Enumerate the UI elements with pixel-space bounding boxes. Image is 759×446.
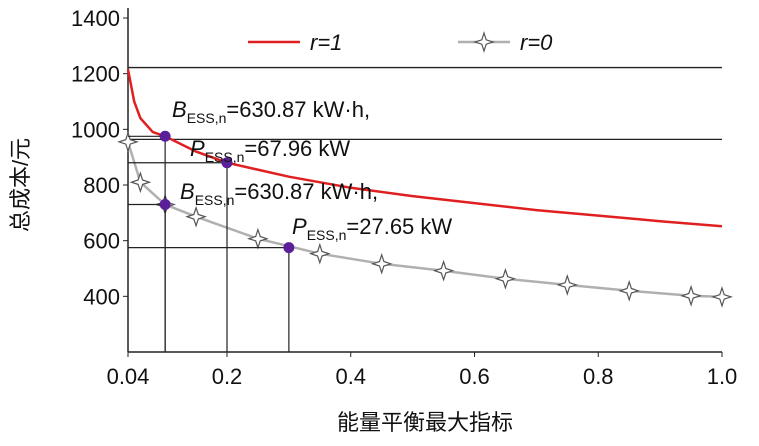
legend-label: r=1: [310, 30, 342, 55]
x-tick-label: 0.04: [107, 364, 150, 389]
series-marker: [129, 171, 152, 194]
x-tick-label: 0.2: [212, 364, 243, 389]
annotation-point: [159, 130, 171, 142]
annotation-label: BESS,n=630.87 kW·h,: [172, 97, 370, 126]
annotation-symbol: B: [172, 97, 187, 122]
annotation-label: BESS,n=630.87 kW·h,: [180, 179, 378, 208]
series-marker: [432, 259, 455, 282]
y-tick-label: 600: [83, 229, 120, 254]
annotation-subscript: ESS,n: [307, 227, 347, 243]
annotation-text: =67.96 kW: [244, 136, 350, 161]
annotation-text: =630.87 kW·h,: [234, 179, 378, 204]
x-tick-label: 0.4: [335, 364, 366, 389]
series-marker: [246, 227, 269, 250]
series-marker: [618, 279, 641, 302]
annotation-subscript: ESS,n: [205, 149, 245, 165]
annotation-text: =630.87 kW·h,: [226, 97, 370, 122]
annotation-point: [283, 242, 295, 254]
legend-label: r=0: [520, 30, 553, 55]
series-marker: [711, 285, 733, 308]
y-tick-label: 1400: [71, 6, 120, 31]
series-marker: [680, 284, 703, 307]
y-tick-label: 400: [83, 284, 120, 309]
y-axis-label: 总成本/元: [8, 138, 33, 232]
annotation-subscript: ESS,n: [187, 110, 227, 126]
annotation-point: [159, 198, 171, 210]
annotation-symbol: B: [180, 179, 195, 204]
y-tick-label: 800: [83, 173, 120, 198]
annotation-text: =27.65 kW: [346, 214, 452, 239]
annotation-point: [221, 157, 233, 169]
x-axis-label: 能量平衡最大指标: [337, 410, 513, 435]
x-tick-label: 0.6: [459, 364, 490, 389]
series-marker: [494, 267, 517, 290]
annotation-label: PESS,n=27.65 kW: [292, 214, 452, 243]
series-marker: [370, 252, 393, 275]
series-marker: [185, 205, 208, 228]
series-line: [126, 69, 723, 228]
series-marker: [556, 273, 579, 296]
annotation-symbol: P: [292, 214, 307, 239]
annotation-subscript: ESS,n: [195, 192, 235, 208]
annotation-label: PESS,n=67.96 kW: [190, 136, 350, 165]
x-tick-label: 1.0: [707, 364, 738, 389]
series-marker: [117, 130, 139, 153]
x-tick-label: 0.8: [583, 364, 614, 389]
y-tick-label: 1200: [71, 62, 120, 87]
annotation-symbol: P: [190, 136, 205, 161]
y-tick-label: 1000: [71, 117, 120, 142]
series-marker: [308, 242, 331, 265]
legend-marker: [473, 31, 495, 53]
